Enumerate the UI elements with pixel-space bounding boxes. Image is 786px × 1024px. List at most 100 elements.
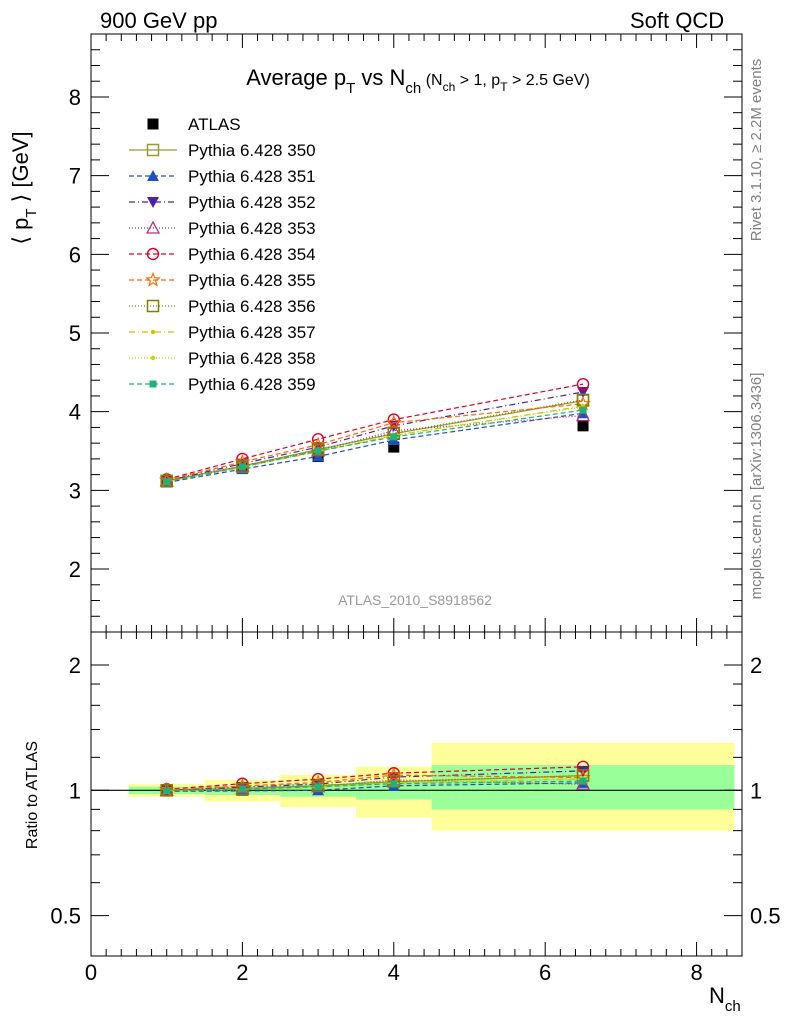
chart-title: Average pT vs Nch (Nch > 1, pT > 2.5 GeV… [246, 65, 590, 97]
ratio-point [386, 767, 402, 782]
legend-label: Pythia 6.428 350 [188, 141, 316, 160]
ratio-y-tick-label: 1 [69, 778, 81, 803]
series-359 [163, 406, 587, 486]
series-line [166, 391, 584, 482]
data-point [390, 433, 398, 441]
data-point [163, 478, 171, 486]
data-point [577, 387, 590, 399]
main-y-tick-label: 2 [69, 557, 81, 582]
legend-item: ATLAS [147, 115, 241, 134]
rivet-version-label: Rivet 3.1.10, ≥ 2.2M events [748, 59, 765, 242]
ratio-panel-frame [90, 631, 743, 957]
legend-item: Pythia 6.428 351 [129, 167, 316, 186]
data-point [310, 436, 326, 452]
x-tick-label: 6 [539, 960, 551, 985]
legend-marker [147, 197, 159, 208]
title-sub-ch: ch [405, 80, 421, 97]
ratio-line [166, 770, 584, 791]
series-atlas [161, 420, 589, 487]
legend-marker [150, 355, 156, 361]
x-tick-label: 4 [388, 960, 400, 985]
data-point [314, 447, 322, 455]
series-line [166, 405, 584, 483]
ratio-y-tick-label: 0.5 [50, 904, 81, 929]
series-351 [160, 407, 590, 488]
main-y-tick-label: 8 [69, 85, 81, 110]
header-right-label: Soft QCD [630, 8, 725, 33]
data-point [577, 420, 589, 432]
legend-item: Pythia 6.428 355 [129, 271, 316, 290]
ratio-point [579, 777, 587, 785]
ratio-y-tick-label-right: 0.5 [750, 904, 781, 929]
ratio-series-359 [163, 777, 587, 795]
title-mid: vs N [355, 65, 405, 90]
data-point [575, 408, 591, 422]
title-cond-a: (N [421, 72, 442, 89]
title-cond-b: > 1, p [455, 72, 500, 89]
legend-label: Pythia 6.428 359 [188, 375, 316, 394]
main-y-tick-label: 3 [69, 478, 81, 503]
ratio-line [166, 778, 584, 792]
ratio-line [166, 766, 584, 790]
title-sub-t: T [346, 80, 355, 97]
x-axis-label: Nch [709, 983, 741, 1015]
x-tick-label: 0 [85, 960, 97, 985]
axis-ticks [90, 33, 742, 957]
series-line [166, 415, 584, 482]
legend-label: Pythia 6.428 358 [188, 349, 316, 368]
data-point [386, 414, 402, 430]
title-main: Average p [246, 65, 346, 90]
legend-item: Pythia 6.428 359 [129, 375, 316, 394]
legend-label: Pythia 6.428 355 [188, 271, 316, 290]
data-point [236, 460, 249, 474]
main-y-tick-label: 6 [69, 242, 81, 267]
main-y-tick-label: 4 [69, 400, 81, 425]
legend-item: Pythia 6.428 352 [129, 193, 316, 212]
legend-label: Pythia 6.428 351 [188, 167, 316, 186]
legend-label: ATLAS [188, 115, 241, 134]
title-cond-sub-ch: ch [443, 80, 456, 94]
analysis-watermark: ATLAS_2010_S8918562 [338, 592, 492, 608]
data-point [579, 406, 587, 414]
legend-label: Pythia 6.428 353 [188, 219, 316, 238]
ratio-y-tick-label-right: 1 [750, 778, 762, 803]
legend-marker [145, 220, 161, 234]
ratio-y-tick-label: 2 [69, 653, 81, 678]
legend-item: Pythia 6.428 356 [129, 297, 316, 316]
legend-marker [147, 118, 159, 130]
data-point [388, 441, 400, 453]
main-series-marks [158, 377, 591, 488]
legend-marker [146, 143, 160, 157]
main-y-tick-label: 7 [69, 164, 81, 189]
legend-marker [146, 247, 160, 261]
legend-item: Pythia 6.428 353 [129, 219, 316, 238]
ratio-y-axis-label: Ratio to ATLAS [24, 741, 41, 849]
axis-tick-labels: 0 2 4 6 8 2 3 4 5 6 7 8 0.5 0.5 1 1 2 2 [50, 85, 780, 985]
series-line [166, 412, 584, 484]
ratio-line [166, 780, 584, 792]
x-tick-label: 8 [690, 960, 702, 985]
mcplots-label: mcplots.cern.ch [arXiv:1306.3436] [748, 373, 765, 600]
legend-item: Pythia 6.428 357 [129, 323, 316, 342]
legend-label: Pythia 6.428 354 [188, 245, 316, 264]
legend-item: Pythia 6.428 354 [129, 245, 316, 264]
ratio-uncertainty-bands [91, 742, 742, 831]
data-point [238, 463, 246, 471]
ratio-point [311, 779, 325, 792]
legend-label: Pythia 6.428 357 [188, 323, 316, 342]
ratio-series-marks [158, 760, 591, 797]
ratio-point [163, 787, 171, 795]
main-y-axis-label: ⟨ pT ⟩ [GeV] [8, 131, 40, 244]
data-point [576, 377, 590, 391]
legend-item: Pythia 6.428 358 [129, 349, 316, 368]
legend-label: Pythia 6.428 352 [188, 193, 316, 212]
legend-marker [146, 299, 160, 313]
header-left-label: 900 GeV pp [100, 8, 218, 33]
ratio-point [238, 785, 246, 793]
x-tick-label: 2 [236, 960, 248, 985]
legend: ATLAS Pythia 6.428 350 Pythia 6.428 351 Pyt… [129, 115, 316, 394]
legend-marker [147, 170, 159, 181]
ratio-line [166, 774, 584, 791]
